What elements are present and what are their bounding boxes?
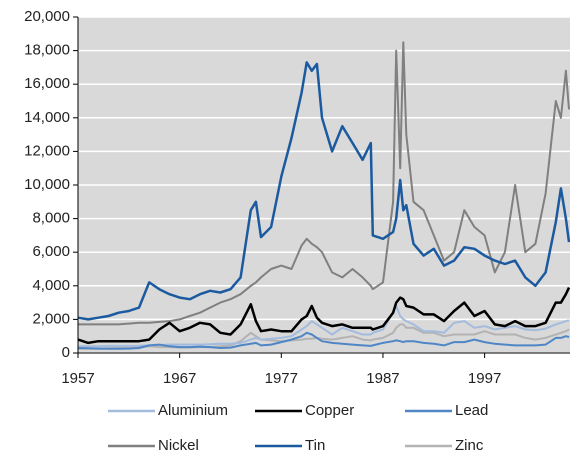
series-line xyxy=(78,305,570,348)
series-line xyxy=(77,331,570,350)
series-line xyxy=(77,61,570,321)
legend-label: Aluminium xyxy=(158,402,228,419)
x-tick-label: 1987 xyxy=(366,370,399,387)
legend-label: Lead xyxy=(455,402,488,419)
y-tick-label: 12,000 xyxy=(24,142,70,159)
x-tick-label: 1997 xyxy=(468,370,501,387)
legend-label: Zinc xyxy=(455,437,484,454)
legend-label: Tin xyxy=(305,437,325,454)
x-tick-label: 1977 xyxy=(265,370,298,387)
legend-label: Copper xyxy=(305,402,354,419)
y-tick-label: 8,000 xyxy=(32,210,70,227)
legend-label: Nickel xyxy=(158,437,199,454)
series-line xyxy=(78,41,570,326)
y-tick-label: 16,000 xyxy=(24,75,70,92)
y-tick-label: 2,000 xyxy=(32,310,70,327)
series-line xyxy=(77,286,570,345)
y-tick-label: 18,000 xyxy=(24,42,70,59)
y-tick-label: 0 xyxy=(62,344,70,361)
y-tick-label: 4,000 xyxy=(32,277,70,294)
y-tick-label: 20,000 xyxy=(24,8,70,25)
y-tick-label: 14,000 xyxy=(24,109,70,126)
x-tick-label: 1967 xyxy=(163,370,196,387)
y-tick-label: 6,000 xyxy=(32,243,70,260)
y-tick-label: 10,000 xyxy=(24,176,70,193)
x-tick-label: 1957 xyxy=(61,370,94,387)
